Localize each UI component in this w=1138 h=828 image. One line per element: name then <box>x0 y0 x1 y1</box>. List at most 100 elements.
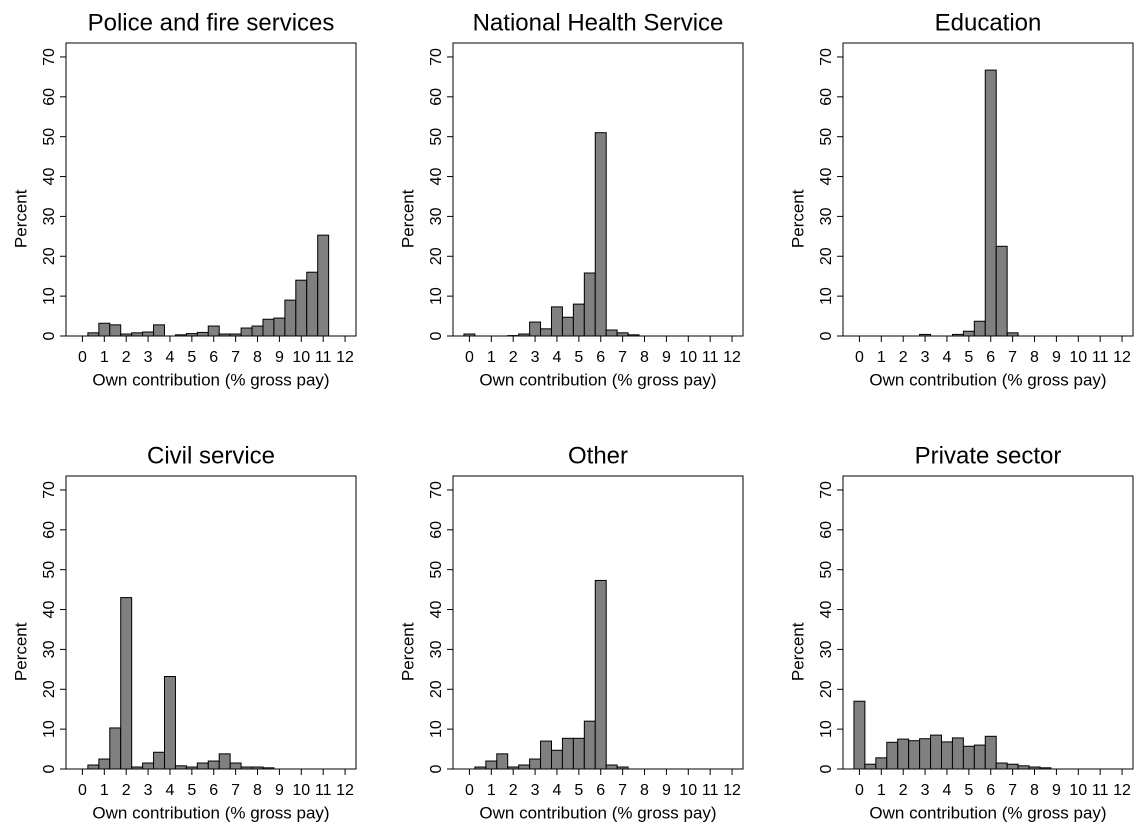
x-tick-label: 6 <box>986 782 995 799</box>
x-tick-label: 8 <box>1030 782 1039 799</box>
bar <box>196 762 209 770</box>
bar <box>930 734 942 770</box>
x-tick-label: 11 <box>702 349 719 366</box>
bar <box>142 762 155 770</box>
bar <box>616 332 629 337</box>
x-tick-label: 6 <box>596 349 605 366</box>
x-tick-label: 11 <box>1092 782 1109 799</box>
y-tick-label: 0 <box>818 331 835 340</box>
y-tick-label: 60 <box>41 88 58 106</box>
y-tick-label: 40 <box>428 601 445 619</box>
x-tick-label: 3 <box>921 349 930 366</box>
bar <box>163 676 176 770</box>
x-tick-label: 12 <box>1113 349 1131 366</box>
x-tick-label: 0 <box>855 782 864 799</box>
bar <box>207 325 220 337</box>
bar <box>627 334 640 337</box>
y-tick-label: 60 <box>818 521 835 539</box>
y-tick-label: 50 <box>41 128 58 146</box>
x-tick-label: 7 <box>1008 349 1017 366</box>
y-tick-label: 20 <box>428 247 445 265</box>
y-tick-label: 10 <box>428 720 445 738</box>
bar <box>109 727 122 770</box>
x-tick-label: 1 <box>877 782 886 799</box>
y-tick-label: 40 <box>41 168 58 186</box>
x-tick-label: 4 <box>166 782 175 799</box>
y-axis-label: Percent <box>11 622 30 681</box>
x-tick-label: 1 <box>100 349 109 366</box>
y-tick-label: 30 <box>428 640 445 658</box>
x-tick-label: 1 <box>487 782 496 799</box>
bar <box>196 331 209 337</box>
x-tick-label: 0 <box>465 349 474 366</box>
x-tick-label: 2 <box>509 782 518 799</box>
x-tick-label: 7 <box>618 349 627 366</box>
bar <box>908 740 921 770</box>
x-tick-label: 11 <box>315 349 332 366</box>
bar <box>185 766 198 770</box>
y-tick-label: 20 <box>428 680 445 698</box>
x-tick-label: 8 <box>640 782 649 799</box>
y-tick-label: 50 <box>428 561 445 579</box>
x-tick-label: 5 <box>964 782 973 799</box>
x-tick-label: 12 <box>723 782 741 799</box>
x-tick-label: 8 <box>253 782 262 799</box>
x-tick-label: 0 <box>78 349 87 366</box>
bar <box>153 324 165 337</box>
bar <box>1017 765 1030 770</box>
bar <box>185 333 198 337</box>
bar <box>1006 763 1019 770</box>
y-tick-label: 70 <box>41 481 58 499</box>
x-tick-label: 12 <box>723 349 741 366</box>
bar <box>1039 767 1052 770</box>
x-axis-label: Own contribution (% gross pay) <box>479 803 716 822</box>
x-tick-label: 1 <box>487 349 496 366</box>
bar <box>995 762 1008 770</box>
bar <box>87 764 100 770</box>
y-tick-label: 40 <box>818 168 835 186</box>
y-tick-label: 70 <box>818 48 835 66</box>
y-axis-label: Percent <box>398 622 417 681</box>
chart-title: Private sector <box>915 442 1062 469</box>
y-tick-label: 50 <box>818 128 835 146</box>
y-tick-label: 60 <box>818 88 835 106</box>
x-tick-label: 2 <box>899 782 908 799</box>
x-tick-label: 9 <box>1052 782 1061 799</box>
plot-frame <box>842 475 1134 770</box>
bar <box>229 333 242 337</box>
y-tick-label: 50 <box>41 561 58 579</box>
y-tick-label: 10 <box>41 720 58 738</box>
y-tick-label: 10 <box>428 287 445 305</box>
bar <box>886 741 899 770</box>
bar <box>951 333 964 337</box>
bar <box>284 299 297 337</box>
x-tick-label: 6 <box>209 782 218 799</box>
bar <box>540 740 552 770</box>
bar <box>984 735 997 770</box>
x-tick-label: 2 <box>509 349 518 366</box>
bar <box>131 332 144 337</box>
bar <box>864 763 877 770</box>
bar <box>572 303 585 337</box>
x-tick-label: 3 <box>144 782 153 799</box>
chart-title: Education <box>935 9 1042 36</box>
x-tick-label: 1 <box>877 349 886 366</box>
bar <box>583 272 596 337</box>
y-tick-label: 10 <box>818 287 835 305</box>
bar <box>262 318 275 337</box>
bar <box>306 271 319 337</box>
bar <box>561 737 574 770</box>
y-tick-label: 20 <box>818 247 835 265</box>
x-tick-label: 10 <box>1069 782 1087 799</box>
x-tick-label: 1 <box>100 782 109 799</box>
y-tick-label: 10 <box>41 287 58 305</box>
x-tick-label: 9 <box>662 782 671 799</box>
x-tick-label: 8 <box>640 349 649 366</box>
bar <box>518 764 531 770</box>
x-tick-label: 4 <box>943 349 952 366</box>
bar <box>485 760 498 770</box>
bar <box>1006 332 1019 337</box>
x-tick-label: 10 <box>679 782 697 799</box>
y-tick-label: 40 <box>428 168 445 186</box>
